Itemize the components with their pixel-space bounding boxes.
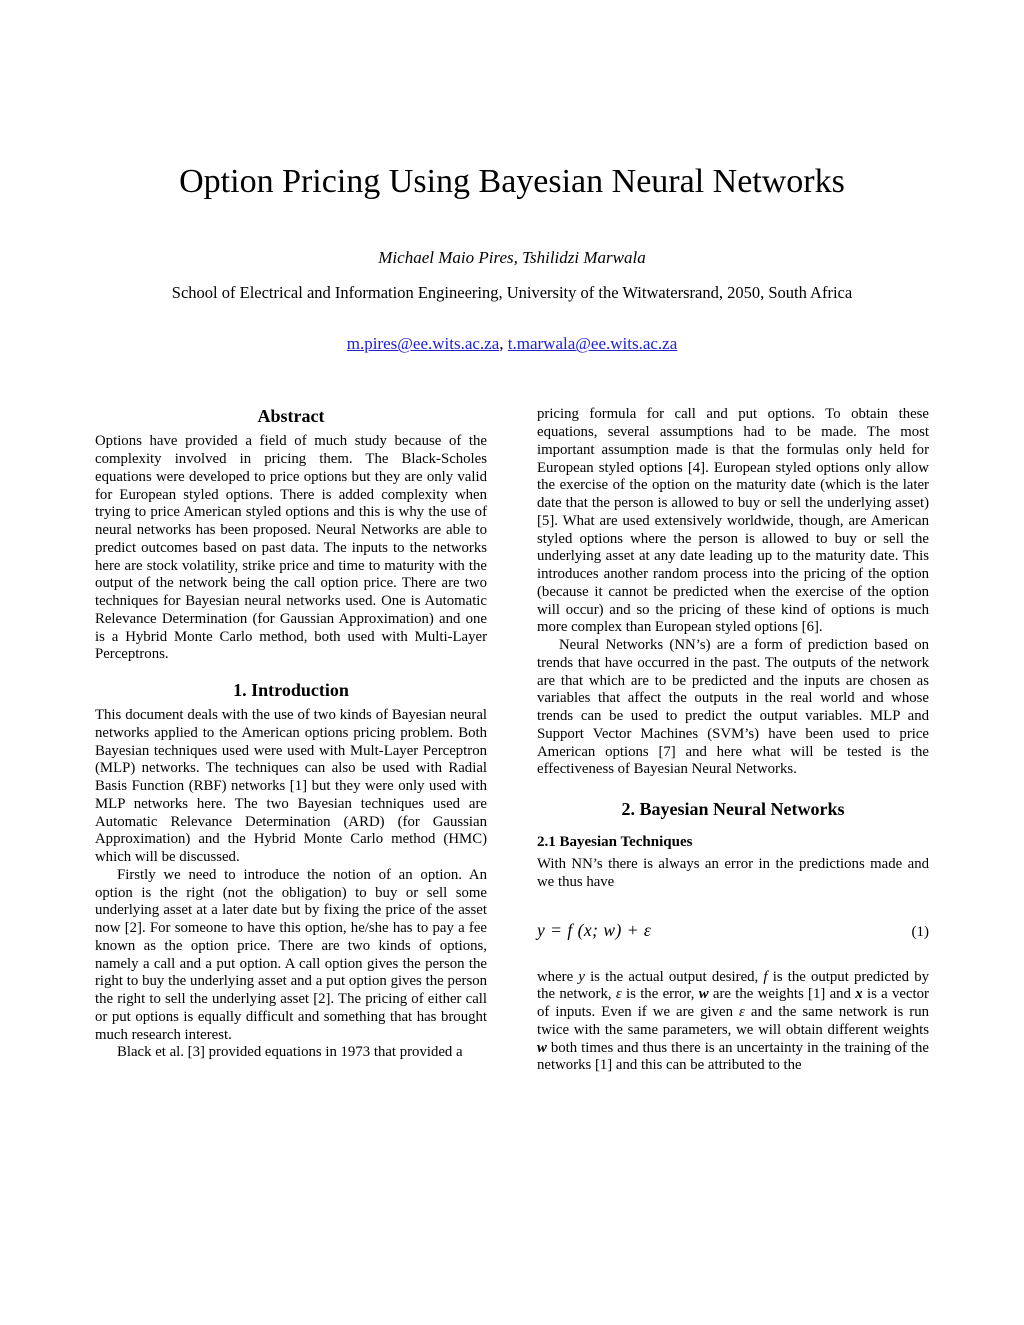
equation-explanation-paragraph: where y is the actual output desired, f … bbox=[537, 968, 929, 1074]
subsection21-heading: 2.1 Bayesian Techniques bbox=[537, 834, 693, 851]
continuation-paragraph: pricing formula for call and put options… bbox=[537, 406, 929, 636]
equation-expression: y = f (x; w) + ε bbox=[537, 919, 652, 940]
abstract-text: Options have provided a field of much st… bbox=[95, 433, 487, 663]
equation-1: y = f (x; w) + ε (1) bbox=[537, 920, 929, 941]
section2-heading: 2. Bayesian Neural Networks bbox=[621, 799, 845, 820]
introduction-paragraph-3: Black et al. [3] provided equations in 1… bbox=[117, 1044, 463, 1061]
affiliation-line: School of Electrical and Information Eng… bbox=[171, 283, 853, 303]
introduction-paragraph-1: This document deals with the use of two … bbox=[95, 707, 487, 866]
right-column: pricing formula for call and put options… bbox=[537, 406, 929, 1075]
email-links-line: m.pires@ee.wits.ac.za, t.marwala@ee.wits… bbox=[0, 334, 1024, 354]
introduction-heading: 1. Introduction bbox=[233, 680, 349, 701]
email-link-author1[interactable]: m.pires@ee.wits.ac.za bbox=[346, 334, 500, 354]
two-column-body: Abstract Options have provided a field o… bbox=[95, 406, 929, 1075]
bayesian-techniques-intro: With NN’s there is always an error in th… bbox=[537, 856, 929, 890]
email-separator: , bbox=[499, 334, 508, 354]
email-link-author2[interactable]: t.marwala@ee.wits.ac.za bbox=[507, 334, 678, 354]
introduction-paragraph-2: Firstly we need to introduce the notion … bbox=[95, 866, 487, 1043]
neural-networks-paragraph: Neural Networks (NN’s) are a form of pre… bbox=[537, 637, 929, 778]
abstract-heading: Abstract bbox=[257, 406, 325, 427]
authors-line: Michael Maio Pires, Tshilidzi Marwala bbox=[378, 248, 646, 268]
equation-number: (1) bbox=[911, 923, 930, 940]
paper-title: Option Pricing Using Bayesian Neural Net… bbox=[179, 163, 845, 200]
left-column: Abstract Options have provided a field o… bbox=[95, 406, 487, 1075]
